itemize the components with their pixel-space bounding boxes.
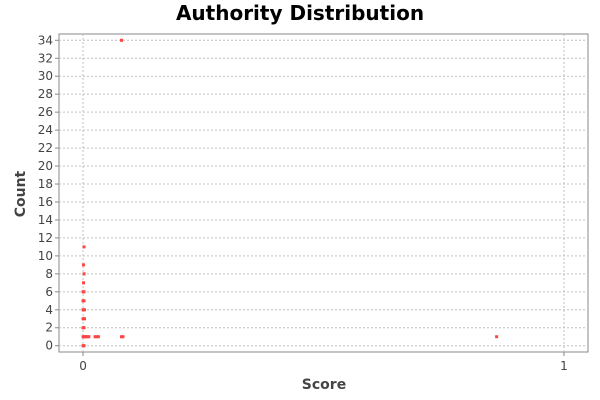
data-point	[87, 335, 91, 339]
data-point	[82, 290, 86, 294]
data-point	[95, 335, 99, 339]
chart-title: Authority Distribution	[176, 1, 424, 25]
data-point	[96, 335, 100, 339]
y-tick-label: 4	[45, 303, 53, 317]
data-point	[82, 299, 86, 303]
x-tick-label: 1	[560, 359, 568, 373]
data-point	[82, 308, 86, 312]
data-points	[81, 38, 499, 348]
data-point	[82, 317, 86, 321]
y-tick-label: 24	[38, 123, 53, 137]
y-tick-label: 10	[38, 249, 53, 263]
y-tick-label: 20	[38, 159, 53, 173]
y-tick-label: 22	[38, 141, 53, 155]
data-point	[82, 326, 86, 330]
y-tick-label: 12	[38, 231, 53, 245]
y-tick-label: 2	[45, 321, 53, 335]
y-tick-label: 34	[38, 33, 53, 47]
gridlines	[59, 34, 588, 352]
y-tick-label: 14	[38, 213, 53, 227]
data-point	[82, 245, 86, 249]
y-tick-label: 32	[38, 51, 53, 65]
data-point	[82, 281, 86, 285]
y-tick-label: 26	[38, 105, 53, 119]
y-tick-label: 16	[38, 195, 53, 209]
y-tick-label: 18	[38, 177, 53, 191]
y-tick-label: 8	[45, 267, 53, 281]
x-tick-label: 0	[79, 359, 87, 373]
data-point	[82, 344, 86, 348]
y-axis-label: Count	[13, 170, 29, 217]
y-tick-label: 28	[38, 87, 53, 101]
data-point	[120, 38, 124, 42]
y-tick-label: 30	[38, 69, 53, 83]
data-point	[495, 335, 499, 339]
data-point	[82, 272, 86, 276]
y-tick-label: 0	[45, 339, 53, 353]
y-tick-label: 6	[45, 285, 53, 299]
x-axis-label: Score	[302, 377, 346, 393]
data-point	[82, 263, 86, 267]
data-point	[121, 335, 125, 339]
plot-area	[58, 33, 589, 353]
